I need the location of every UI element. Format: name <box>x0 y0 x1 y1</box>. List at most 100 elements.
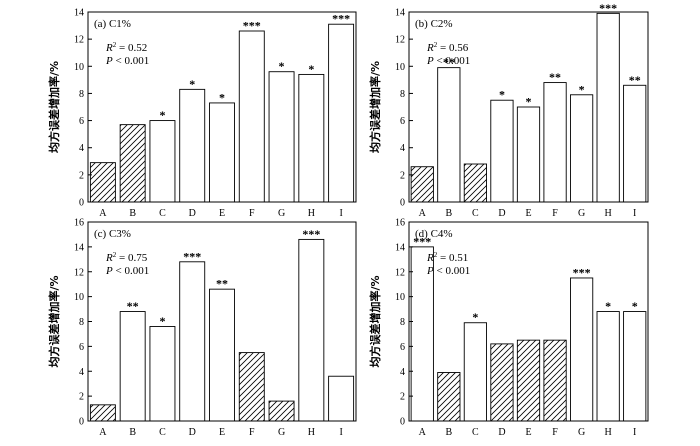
x-tick-label: F <box>552 208 558 219</box>
panel-4: *** A B * C D E F *** G * H * I 0 2 4 6 8 10 12 14 16 (d) C4% R2… <box>368 218 649 438</box>
bar-B <box>119 124 146 203</box>
x-tick-label: D <box>189 427 196 438</box>
x-tick-label: B <box>129 208 136 219</box>
bar-A <box>410 166 434 203</box>
y-tick-label: 10 <box>395 62 405 73</box>
r-squared-text: R2 = 0.56 <box>426 41 469 54</box>
y-tick-label: 2 <box>79 170 84 181</box>
panel-title: (c) C3% <box>94 228 131 240</box>
panel-title: (a) C1% <box>94 18 131 30</box>
bar-E <box>209 288 235 422</box>
panel-1: A B * C * D * E *** F * G * H *** I 0 2 4 6 8 10 12 14 (a) C1% R2… <box>47 8 357 219</box>
x-tick-label: F <box>249 427 255 438</box>
x-tick-label: A <box>99 427 107 438</box>
significance-marker: * <box>279 59 285 73</box>
y-tick-label: 14 <box>395 8 405 19</box>
plot-frame <box>408 11 649 203</box>
bar-G <box>268 71 295 203</box>
bar-D <box>179 88 206 203</box>
y-tick-label: 10 <box>395 292 405 303</box>
r-squared-text: R2 = 0.52 <box>105 41 147 54</box>
y-tick-label: 0 <box>400 417 405 428</box>
significance-marker: * <box>499 88 505 102</box>
bar-F <box>543 339 567 422</box>
panel-3: A ** B * C *** D ** E F G *** H I 0 2 4 6 8 10 12 14 16 (c) C3%… <box>47 218 357 438</box>
y-tick-label: 10 <box>74 292 84 303</box>
p-value-text: P < 0.001 <box>426 265 470 277</box>
bar-D <box>179 261 206 422</box>
x-tick-label: F <box>552 427 558 438</box>
y-tick-label: 16 <box>395 218 405 229</box>
bar-G <box>268 400 295 422</box>
bar-F <box>238 30 265 203</box>
x-tick-label: I <box>339 427 342 438</box>
y-tick-label: 0 <box>79 198 84 209</box>
x-tick-label: E <box>219 208 225 219</box>
p-value-text: P < 0.001 <box>105 265 149 277</box>
significance-marker: ** <box>216 277 228 291</box>
r-squared-text: R2 = 0.51 <box>426 251 468 264</box>
x-tick-label: E <box>525 427 531 438</box>
significance-marker: * <box>219 90 225 104</box>
y-tick-label: 0 <box>79 417 84 428</box>
x-tick-label: I <box>633 427 636 438</box>
bar-H <box>298 73 325 203</box>
bar-E <box>516 339 541 422</box>
x-tick-label: H <box>605 208 612 219</box>
bar-B <box>437 372 461 422</box>
bar-I <box>623 311 647 422</box>
y-tick-label: 12 <box>395 35 405 46</box>
y-tick-label: 12 <box>395 267 405 278</box>
x-tick-label: A <box>99 208 107 219</box>
x-tick-label: G <box>278 427 285 438</box>
x-tick-label: C <box>472 208 479 219</box>
x-tick-label: E <box>525 208 531 219</box>
significance-marker: * <box>632 299 638 313</box>
x-tick-label: B <box>129 427 136 438</box>
x-tick-label: B <box>445 427 452 438</box>
x-tick-label: E <box>219 427 225 438</box>
y-tick-label: 8 <box>79 89 84 100</box>
bar-I <box>328 23 355 203</box>
x-tick-label: D <box>498 427 505 438</box>
bar-E <box>516 106 541 203</box>
y-tick-label: 6 <box>400 116 405 127</box>
x-tick-label: G <box>578 208 585 219</box>
y-tick-label: 6 <box>79 116 84 127</box>
bar-G <box>570 277 594 422</box>
x-tick-label: B <box>445 208 452 219</box>
x-tick-label: C <box>159 427 166 438</box>
y-tick-label: 6 <box>400 342 405 353</box>
x-tick-label: H <box>605 427 612 438</box>
y-axis-label: 均方误差增加率/% <box>368 275 382 367</box>
y-tick-label: 14 <box>74 8 84 19</box>
panel-2: A ** B C * D * E ** F * G *** H ** I 0 2 4 6 8 10 12 14 (b) C2% R… <box>368 1 649 219</box>
significance-marker: * <box>605 299 611 313</box>
y-tick-label: 0 <box>400 198 405 209</box>
significance-marker: ** <box>549 70 561 84</box>
significance-marker: * <box>159 108 165 122</box>
significance-marker: * <box>159 314 165 328</box>
y-tick-label: 2 <box>79 392 84 403</box>
significance-marker: ** <box>127 299 139 313</box>
bar-G <box>570 94 594 203</box>
significance-marker: * <box>189 77 195 91</box>
y-tick-label: 2 <box>400 170 405 181</box>
significance-marker: *** <box>243 19 261 33</box>
p-value-text: P < 0.001 <box>426 55 470 67</box>
y-tick-label: 4 <box>79 367 84 378</box>
bar-B <box>119 311 146 422</box>
bar-H <box>596 311 620 422</box>
y-tick-label: 8 <box>79 317 84 328</box>
significance-marker: *** <box>599 1 617 15</box>
y-tick-label: 16 <box>74 218 84 229</box>
bar-D <box>490 99 514 203</box>
x-tick-label: C <box>472 427 479 438</box>
bar-I <box>623 84 647 203</box>
bar-F <box>543 82 567 203</box>
bar-C <box>463 163 487 203</box>
x-tick-label: H <box>308 208 315 219</box>
y-axis-label: 均方误差增加率/% <box>47 275 61 367</box>
x-tick-label: D <box>498 208 505 219</box>
x-tick-label: H <box>308 427 315 438</box>
